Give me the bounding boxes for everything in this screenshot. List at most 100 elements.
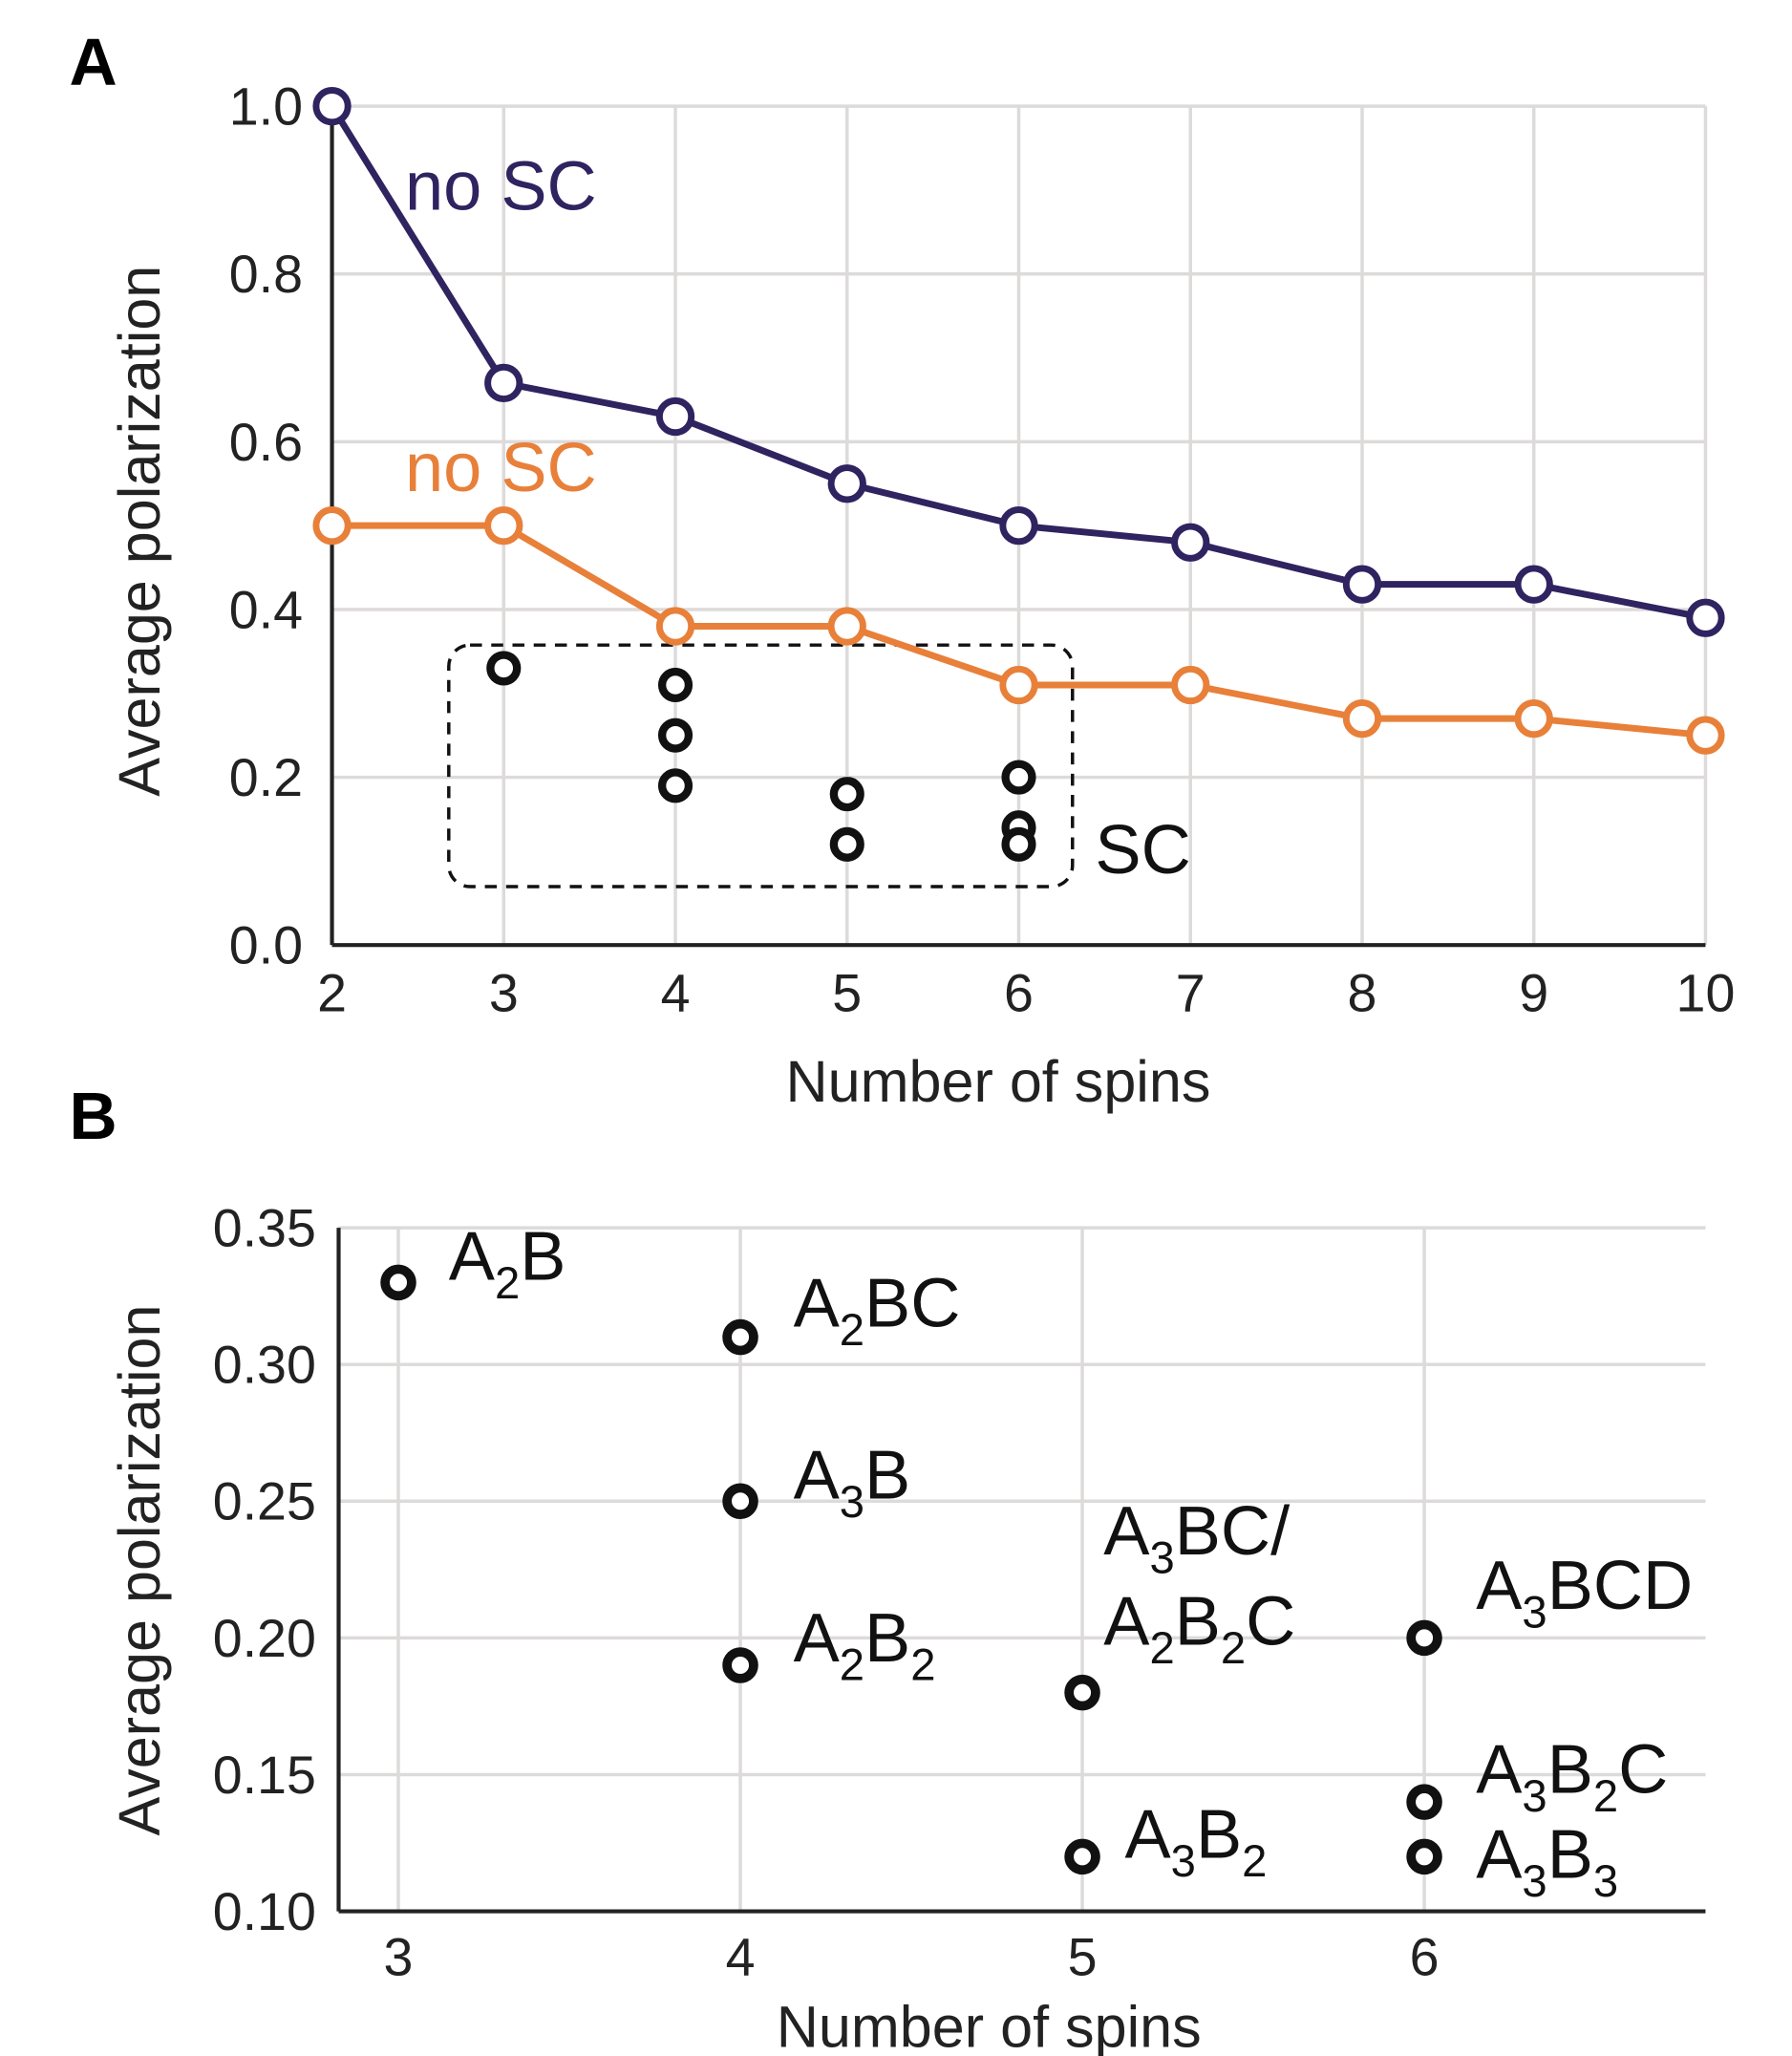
point-label: A2B2 [794,1600,936,1690]
data-point-sc [657,667,693,703]
data-point-no_sc_blue [484,363,523,403]
label-text: B [864,1600,910,1677]
label-subscript: 2 [1221,1623,1246,1674]
x-tick-label: 5 [832,964,862,1023]
label-subscript: 2 [910,1639,935,1690]
y-tick-label: 0.25 [213,1472,316,1531]
x-tick-label: 7 [1176,964,1205,1023]
point-label: A3BCD [1476,1548,1693,1638]
label-text: A [1476,1817,1523,1894]
label-subscript: 3 [1522,1856,1547,1907]
label-subscript: 3 [840,1477,864,1528]
y-tick-label: 0.2 [229,748,303,807]
label-subscript: 3 [1149,1533,1174,1584]
label-text: B [1547,1731,1593,1808]
label-subscript: 2 [840,1639,864,1690]
label-text: A [1125,1797,1172,1874]
point-label: A2B [449,1219,566,1309]
label-text: A [1476,1731,1523,1808]
data-point-no_sc_blue [827,464,866,503]
label-text: B [1547,1817,1593,1894]
point-label: A3B [794,1438,911,1528]
label-text: B [864,1438,910,1514]
label-text: BCD [1547,1548,1694,1624]
data-point-no_sc_blue [655,396,695,437]
data-point-sc [657,768,693,803]
x-tick-label: 10 [1676,964,1736,1023]
data-point [722,1483,758,1520]
label-text: B [520,1219,565,1296]
data-point-sc [829,826,864,862]
data-point-no_sc_orange [484,506,523,546]
label-text: A [794,1600,841,1677]
panel-b-chart: 3 4 5 6 0.10 0.15 0.20 0.25 0.30 0.35 Number of sp… [107,1199,1706,2056]
sc-group-box [447,643,1075,889]
data-point-no_sc_blue [1342,565,1382,604]
data-point [1406,1784,1442,1820]
panel-a-chart: 2 3 4 5 6 7 8 9 10 0.0 0.2 0.4 0.6 0.8 1.0 Number of sp… [107,77,1735,1115]
x-axis-label: Number of spins [786,1049,1211,1114]
label-text: A [1103,1493,1150,1570]
label-text: B [1196,1797,1242,1874]
label-text: A [794,1265,841,1341]
data-point-no_sc_blue [1514,565,1553,604]
label-text: C [1618,1731,1668,1808]
point-label: A3B2C [1476,1731,1668,1821]
data-point-no_sc_blue [1171,523,1210,562]
label-text: BC/ [1175,1493,1291,1570]
y-tick-label: 0.10 [213,1882,316,1941]
data-point-sc [486,651,522,686]
data-point-sc [657,717,693,753]
x-tick-label: 6 [1004,964,1034,1023]
x-tick-label: 5 [1068,1927,1098,1986]
x-tick-label: 4 [661,964,691,1023]
series-label-no-sc-blue: no SC [405,149,597,225]
data-point-sc [829,777,864,812]
data-point-no_sc_orange [1686,716,1725,755]
label-subscript: 2 [840,1305,864,1356]
x-tick-label: 9 [1519,964,1548,1023]
y-axis-label: Average polarization [107,1305,172,1836]
x-tick-label: 8 [1348,964,1377,1023]
data-point-no_sc_orange [1171,665,1210,705]
y-axis-label: Average polarization [107,266,172,797]
panel-a-letter: A [69,25,117,99]
label-subscript: 3 [1593,1856,1618,1907]
data-point-no_sc_orange [1342,698,1382,739]
data-point [1406,1619,1442,1657]
data-point-no_sc_orange [999,665,1038,705]
series-label-no-sc-orange: no SC [405,430,597,506]
label-text: A [1476,1548,1523,1624]
point-label: A2BC [794,1265,961,1355]
label-subscript: 3 [1171,1836,1196,1887]
y-tick-label: 0.20 [213,1609,316,1668]
label-subscript: 2 [1149,1623,1174,1674]
point-label: A3B3 [1476,1817,1618,1907]
y-tick-label: 0.15 [213,1745,316,1805]
x-axis-label: Number of spins [777,1994,1202,2056]
data-point-sc [1001,760,1036,795]
panel-b-letter: B [69,1079,117,1153]
data-point [1064,1838,1100,1875]
y-tick-label: 0.30 [213,1336,316,1395]
x-tick-label: 3 [489,964,519,1023]
x-tick-label: 3 [384,1927,414,1986]
data-point-no_sc_orange [312,506,352,546]
label-text: C [1246,1584,1295,1660]
y-tick-label: 0.4 [229,580,303,639]
label-subscript: 2 [495,1258,520,1309]
label-subscript: 2 [1593,1771,1618,1822]
data-point-no_sc_orange [655,607,695,646]
data-point [1064,1674,1100,1711]
series-label-sc: SC [1095,812,1190,889]
data-point-sc [1001,826,1036,862]
data-point [1406,1838,1442,1875]
data-point [722,1647,758,1683]
x-tick-label: 2 [317,964,347,1023]
label-text: A [794,1438,841,1514]
y-tick-label: 1.0 [229,77,303,137]
x-tick-label: 6 [1410,1927,1440,1986]
label-subscript: 3 [1522,1771,1547,1822]
data-point [380,1264,416,1301]
